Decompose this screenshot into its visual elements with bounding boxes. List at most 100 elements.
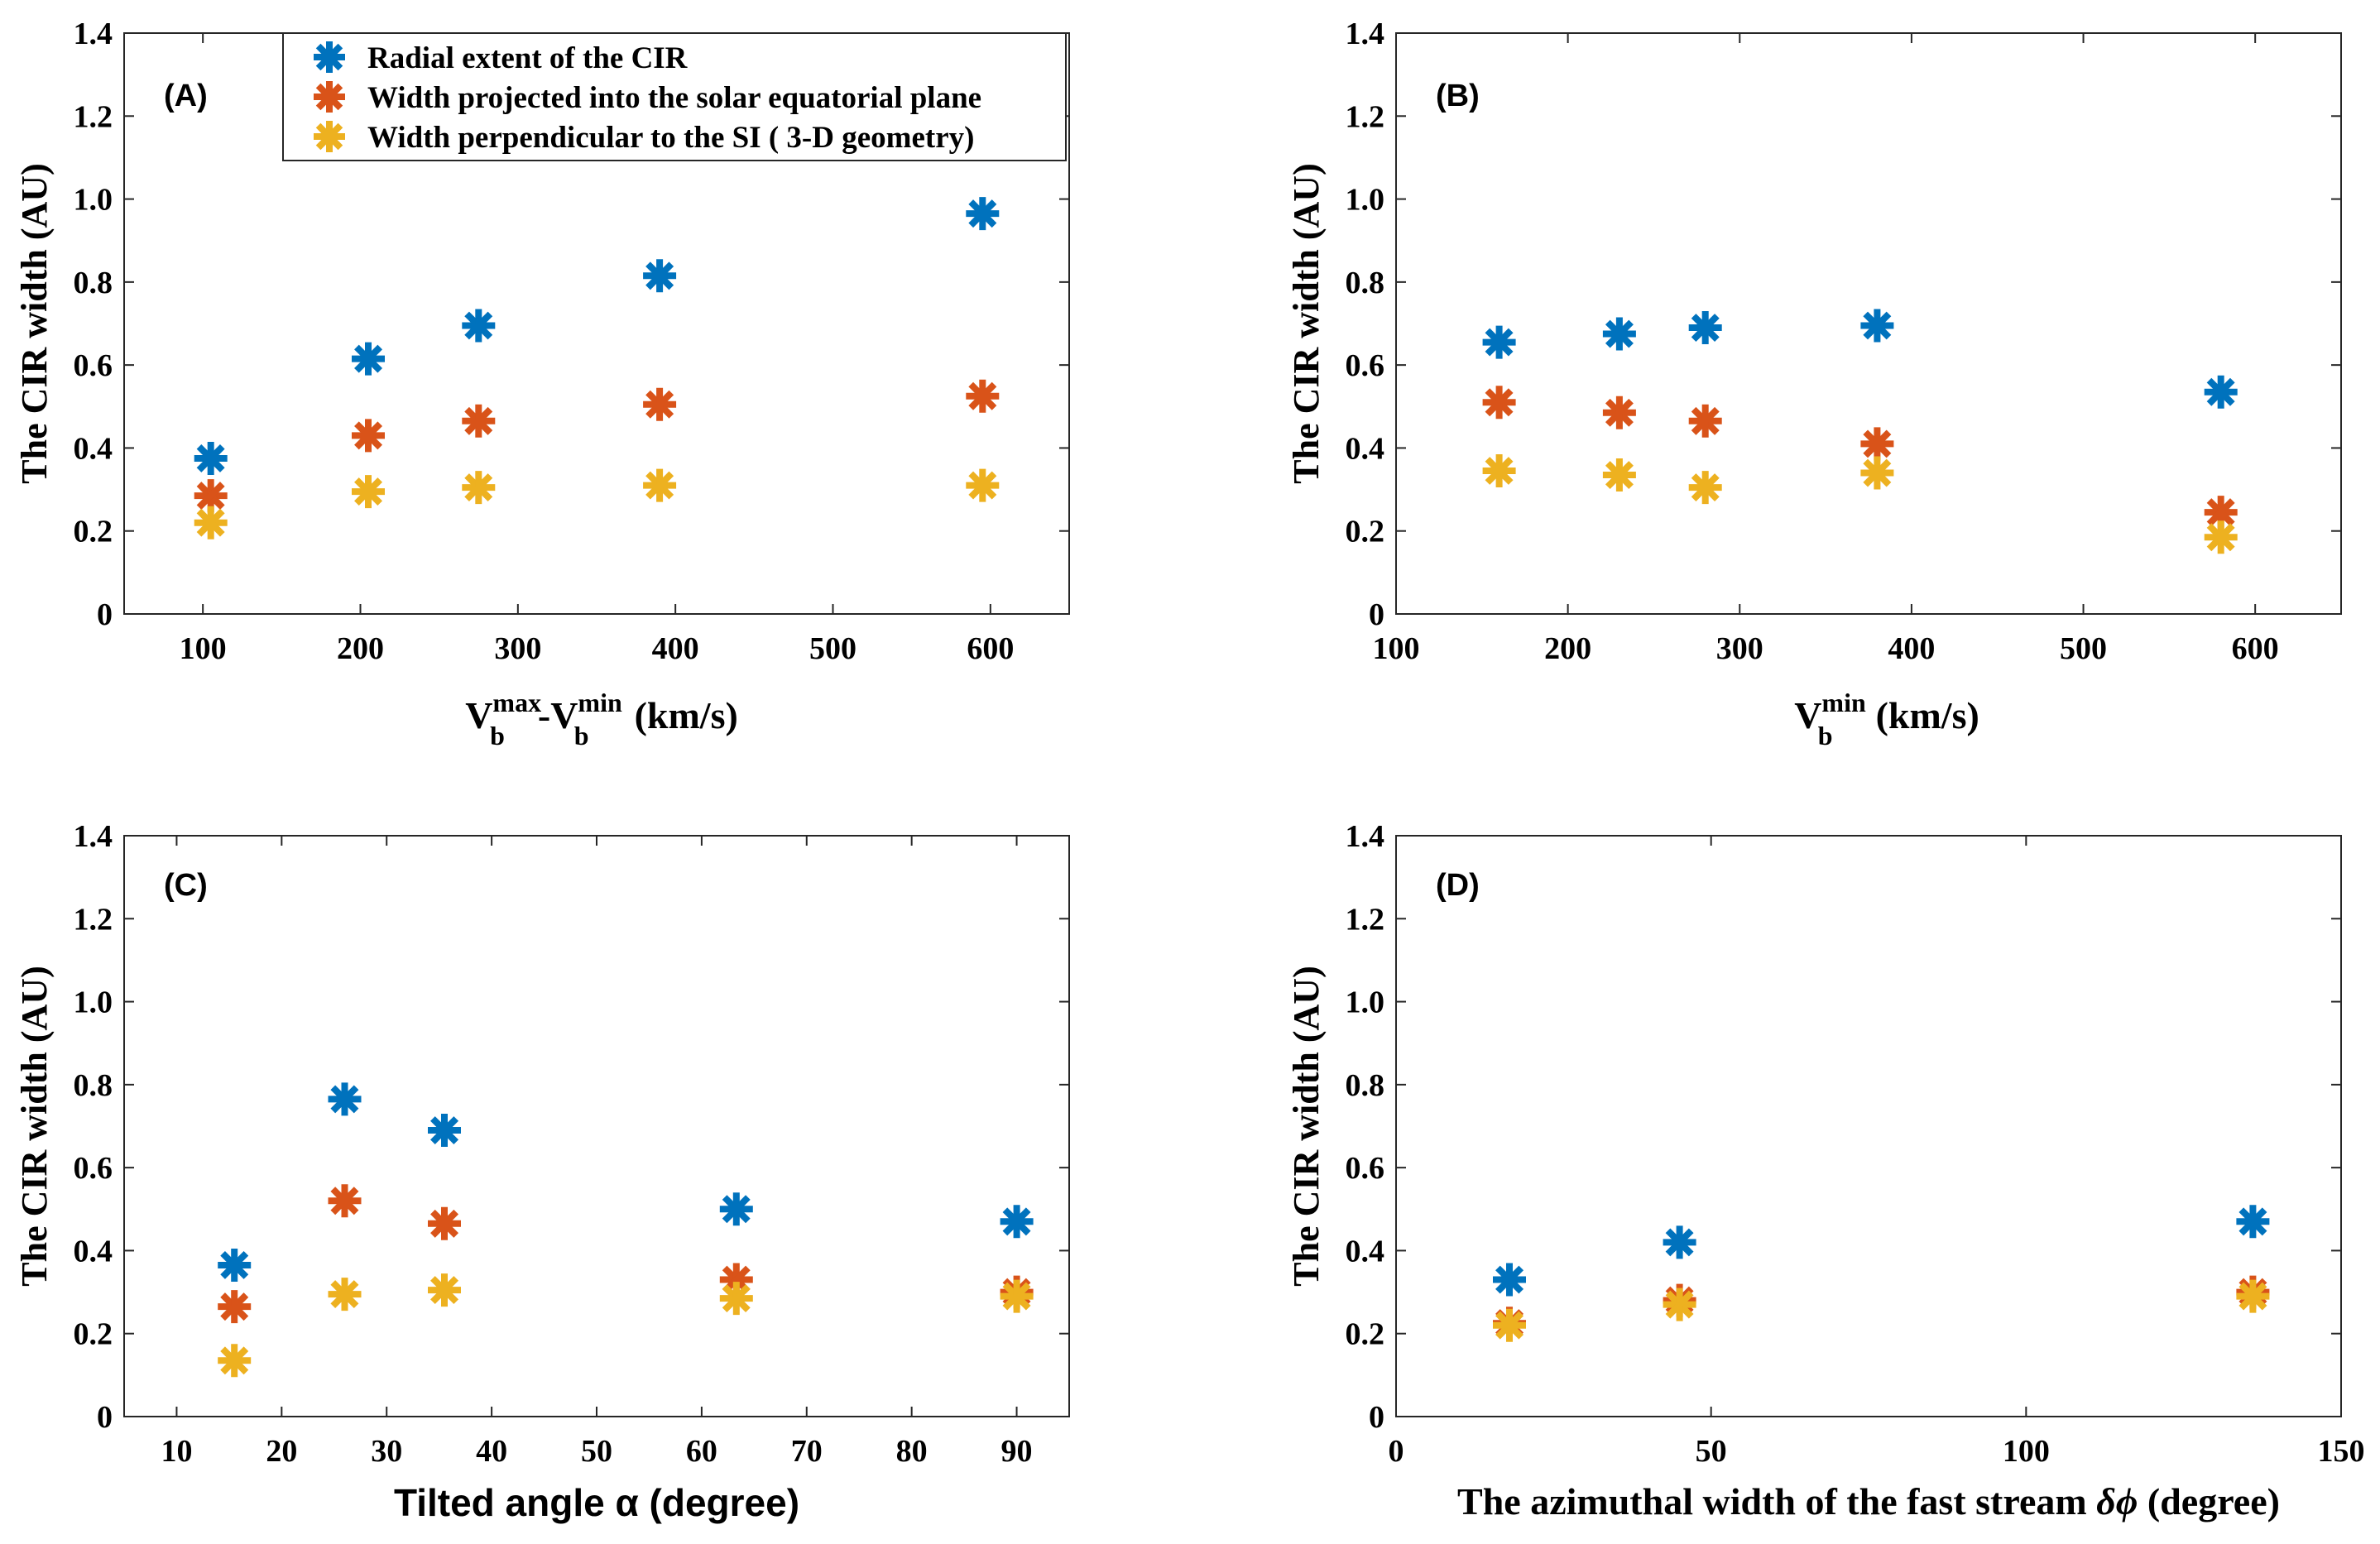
- data-point-perpendicular-width: [966, 468, 1000, 502]
- x-tick-label: 100: [1373, 631, 1420, 666]
- data-point-perpendicular-width: [218, 1344, 252, 1378]
- data-point-perpendicular-width: [719, 1282, 753, 1316]
- x-tick-label: 300: [1716, 631, 1763, 666]
- y-tick-label: 0.6: [74, 1151, 113, 1186]
- data-point-projected-width: [428, 1206, 461, 1240]
- x-tick-label: 100: [180, 631, 227, 666]
- y-axis-label: The CIR width (AU): [1286, 966, 1327, 1286]
- y-tick-label: 0.2: [74, 515, 113, 549]
- y-tick-label: 1.4: [74, 17, 113, 51]
- x-tick-label: 70: [791, 1434, 823, 1469]
- legend-marker-perpendicular-width: [314, 121, 345, 152]
- y-tick-label: 0.8: [74, 266, 113, 300]
- x-tick-label: 0: [1389, 1434, 1404, 1469]
- x-tick-label: 150: [2318, 1434, 2365, 1469]
- y-tick-label: 1.4: [1346, 17, 1385, 51]
- x-axis-label: Vmin b (km/s): [1794, 688, 1979, 750]
- y-tick-label: 0.6: [1346, 1151, 1385, 1186]
- data-point-perpendicular-width: [1482, 454, 1516, 487]
- panel-label: (B): [1436, 79, 1480, 113]
- data-point-radial-extent: [1860, 309, 1894, 343]
- ticks: 0 0.2 0.4 0.6 0.8 1.0 1.2 1.4 10 20 30 40 50 60 70 80 90: [74, 819, 1069, 1469]
- y-tick-label: 1.2: [74, 99, 113, 134]
- panel-label: (A): [164, 79, 208, 113]
- data-point-radial-extent: [428, 1114, 461, 1147]
- x-tick-label: 600: [2232, 631, 2279, 666]
- data-point-perpendicular-width: [428, 1273, 461, 1307]
- x-tick-label: 500: [809, 631, 857, 666]
- x-tick-label: 10: [161, 1434, 192, 1469]
- data-point-perpendicular-width: [1000, 1279, 1034, 1313]
- y-tick-label: 0: [1369, 597, 1384, 632]
- data-point-projected-width: [1860, 427, 1894, 461]
- data-point-projected-width: [462, 404, 496, 438]
- y-tick-label: 0.6: [74, 348, 113, 383]
- panel-c: 0 0.2 0.4 0.6 0.8 1.0 1.2 1.4 10 20 30 40 50 60 70 80 90…: [14, 819, 1070, 1524]
- data-point-radial-extent: [328, 1082, 362, 1116]
- y-tick-label: 0: [97, 1400, 113, 1435]
- x-tick-label: 30: [371, 1434, 402, 1469]
- x-tick-label: 60: [686, 1434, 717, 1469]
- data-point-perpendicular-width: [1860, 456, 1894, 490]
- data-point-perpendicular-width: [2204, 520, 2238, 554]
- x-tick-label: 50: [581, 1434, 612, 1469]
- y-tick-label: 0.4: [74, 431, 113, 466]
- legend-label-projected: Width projected into the solar equatoria…: [367, 81, 981, 115]
- axes-box: [123, 835, 1070, 1417]
- axes-box: [1395, 835, 2342, 1417]
- x-axis-label: Vmax b -Vmin b (km/s): [465, 688, 738, 750]
- legend-label-perpendicular: Width perpendicular to the SI ( 3-D geom…: [367, 121, 974, 155]
- x-axis-label: Tilted angle α (degree): [394, 1481, 799, 1524]
- y-tick-label: 0.2: [1346, 515, 1385, 549]
- legend-box: [282, 32, 1067, 161]
- data-points: [1493, 1205, 2270, 1342]
- data-points: [1482, 309, 2238, 554]
- data-point-radial-extent: [2204, 375, 2238, 409]
- legend-marker-radial-extent: [314, 41, 345, 73]
- data-point-projected-width: [1482, 386, 1516, 420]
- data-point-radial-extent: [719, 1192, 753, 1226]
- x-tick-label: 400: [652, 631, 699, 666]
- y-tick-label: 0.2: [1346, 1317, 1385, 1352]
- data-point-projected-width: [1688, 404, 1722, 438]
- y-tick-label: 1.2: [1346, 99, 1385, 134]
- data-point-radial-extent: [218, 1249, 252, 1282]
- data-point-radial-extent: [1493, 1263, 1526, 1297]
- data-point-projected-width: [352, 419, 385, 453]
- data-point-perpendicular-width: [643, 468, 677, 502]
- y-tick-label: 0: [1369, 1400, 1384, 1435]
- data-point-perpendicular-width: [1663, 1287, 1696, 1321]
- legend-label-radial: Radial extent of the CIR: [367, 41, 689, 75]
- data-point-radial-extent: [1482, 325, 1516, 359]
- data-points: [194, 197, 1000, 539]
- y-tick-label: 0.4: [1346, 431, 1385, 466]
- data-point-perpendicular-width: [194, 506, 228, 539]
- panel-b: 0 0.2 0.4 0.6 0.8 1.0 1.2 1.4 100 200 300 400 500 600…: [1286, 17, 2342, 750]
- x-tick-label: 80: [896, 1434, 928, 1469]
- data-point-radial-extent: [462, 309, 496, 343]
- data-point-projected-width: [643, 387, 677, 421]
- ticks: 0 0.2 0.4 0.6 0.8 1.0 1.2 1.4 100 200 300 400 500 600: [1346, 17, 2341, 666]
- data-points: [218, 1082, 1034, 1378]
- x-tick-label: 90: [1001, 1434, 1033, 1469]
- y-tick-label: 0.8: [74, 1068, 113, 1103]
- data-point-perpendicular-width: [2236, 1279, 2270, 1313]
- y-tick-label: 1.2: [1346, 902, 1385, 937]
- y-tick-label: 1.0: [1346, 183, 1385, 218]
- y-tick-label: 1.4: [1346, 819, 1385, 854]
- x-tick-label: 20: [266, 1434, 297, 1469]
- ticks: 0 0.2 0.4 0.6 0.8 1.0 1.2 1.4 0 50 100 150: [1346, 819, 2365, 1469]
- x-tick-label: 40: [476, 1434, 507, 1469]
- legend-markers: [314, 41, 345, 152]
- y-tick-label: 0.2: [74, 1317, 113, 1352]
- data-point-radial-extent: [1602, 317, 1636, 351]
- x-tick-label: 300: [494, 631, 541, 666]
- x-tick-label: 200: [337, 631, 384, 666]
- data-point-perpendicular-width: [1688, 471, 1722, 505]
- x-tick-label: 200: [1544, 631, 1591, 666]
- legend: Radial extent of the CIR Width projected…: [282, 32, 1067, 161]
- data-point-radial-extent: [194, 442, 228, 475]
- data-point-perpendicular-width: [462, 471, 496, 505]
- data-point-projected-width: [1602, 396, 1636, 429]
